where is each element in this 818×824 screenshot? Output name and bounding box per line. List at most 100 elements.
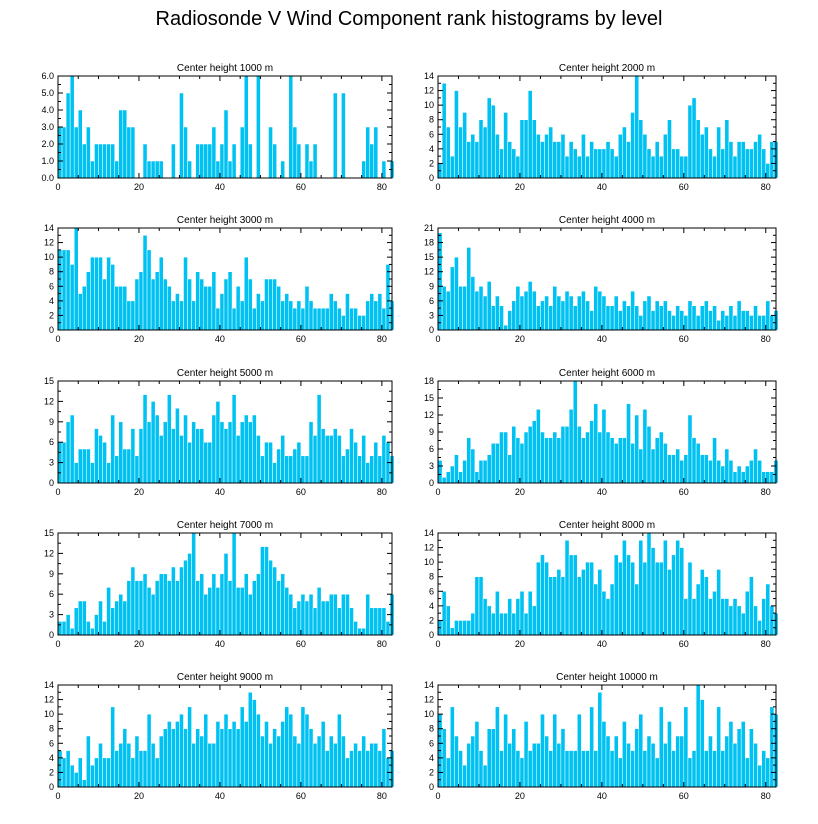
histogram-bar [199, 428, 204, 484]
histogram-bar [142, 573, 148, 636]
histogram-bar [613, 295, 619, 331]
histogram-bar [626, 403, 631, 484]
histogram-bar [495, 134, 500, 179]
histogram-bar [82, 143, 87, 179]
histogram-bar [642, 561, 648, 636]
histogram-bar [601, 591, 607, 636]
y-tick-label: 12 [424, 695, 434, 705]
histogram-bar [365, 126, 370, 179]
y-tick-label: 6 [429, 296, 434, 306]
y-tick-label: 3 [49, 610, 54, 620]
histogram-bar [341, 735, 346, 788]
histogram-bar [450, 155, 455, 179]
histogram-bar [231, 721, 237, 788]
histogram-bar [626, 554, 631, 636]
histogram-bar [268, 441, 273, 484]
histogram-bar [373, 441, 379, 484]
histogram-bar [577, 576, 582, 636]
histogram-bar [154, 580, 160, 636]
histogram-bar [564, 426, 570, 484]
histogram-bar [158, 256, 164, 331]
histogram-bar [158, 435, 164, 484]
histogram-bar [142, 394, 148, 484]
histogram-bar [638, 119, 644, 179]
histogram-bar [745, 465, 750, 484]
histogram-bar [712, 305, 717, 331]
histogram-bar [126, 580, 132, 636]
y-tick-label: 9 [49, 569, 54, 579]
panel-title: Center height 6000 m [559, 368, 655, 379]
histogram-bar [272, 566, 277, 636]
histogram-bar [304, 455, 310, 484]
histogram-bar [753, 605, 758, 636]
histogram-bar [154, 414, 160, 484]
histogram-bar [544, 437, 549, 484]
histogram-bar [654, 437, 660, 484]
histogram-bar [276, 580, 281, 636]
histogram-bar [243, 414, 249, 484]
x-tick-label: 40 [597, 639, 607, 649]
histogram-bar [219, 293, 225, 331]
histogram-bar [679, 310, 685, 331]
histogram-bar [589, 310, 594, 331]
histogram-bar [720, 465, 726, 484]
histogram-bar [622, 126, 627, 179]
histogram-bar [227, 580, 233, 636]
histogram-bar [507, 743, 512, 788]
histogram-bar [478, 460, 484, 484]
histogram-bar [77, 293, 83, 331]
histogram-bar [527, 426, 533, 484]
x-tick-label: 20 [515, 639, 525, 649]
histogram-bar [519, 757, 525, 788]
histogram-bar [732, 315, 738, 331]
histogram-bar [458, 471, 463, 484]
histogram-bar [296, 441, 302, 484]
y-tick-label: 3.0 [41, 122, 54, 132]
histogram-bar [260, 300, 265, 331]
histogram-bar [572, 380, 578, 484]
histogram-bar [268, 126, 273, 179]
histogram-bar [207, 743, 213, 788]
histogram-bar [324, 600, 330, 636]
histogram-bar [597, 569, 603, 636]
histogram-bar [572, 750, 578, 788]
histogram-bar [630, 561, 635, 636]
x-tick-label: 20 [134, 182, 144, 192]
histogram-bar [264, 721, 269, 788]
x-tick-label: 0 [55, 639, 60, 649]
histogram-bar [626, 141, 631, 179]
histogram-bar [437, 460, 443, 484]
y-tick-label: 10 [424, 100, 434, 110]
histogram-bar [243, 256, 249, 331]
histogram-bar [736, 141, 742, 179]
histogram-bar [308, 421, 314, 484]
histogram-bar [248, 278, 253, 331]
histogram-bar [560, 728, 566, 788]
histogram-bar [272, 462, 277, 484]
histogram-bar [622, 540, 627, 636]
histogram-bar [687, 414, 693, 484]
y-tick-label: 0.0 [41, 173, 54, 183]
histogram-bar [373, 607, 379, 636]
histogram-bar [110, 143, 115, 179]
histogram-bar [199, 278, 204, 331]
histogram-bar [601, 721, 607, 788]
histogram-bar [474, 576, 480, 636]
histogram-bar [622, 721, 627, 788]
histogram-bar [544, 295, 549, 331]
histogram-bar [223, 109, 229, 179]
histogram-bar [86, 735, 91, 788]
histogram-bar [765, 163, 771, 179]
histogram-bar [585, 750, 590, 788]
y-tick-label: 9 [49, 417, 54, 427]
histogram-bar [704, 454, 709, 484]
histogram-bar [312, 435, 318, 484]
histogram-bar [482, 460, 488, 484]
y-tick-label: 12 [424, 410, 434, 420]
histogram-bar [106, 143, 111, 179]
histogram-bar [765, 300, 771, 331]
histogram-bar [695, 315, 701, 331]
histogram-bar [753, 743, 758, 788]
histogram-bar [272, 278, 277, 331]
histogram-bar [296, 300, 302, 331]
